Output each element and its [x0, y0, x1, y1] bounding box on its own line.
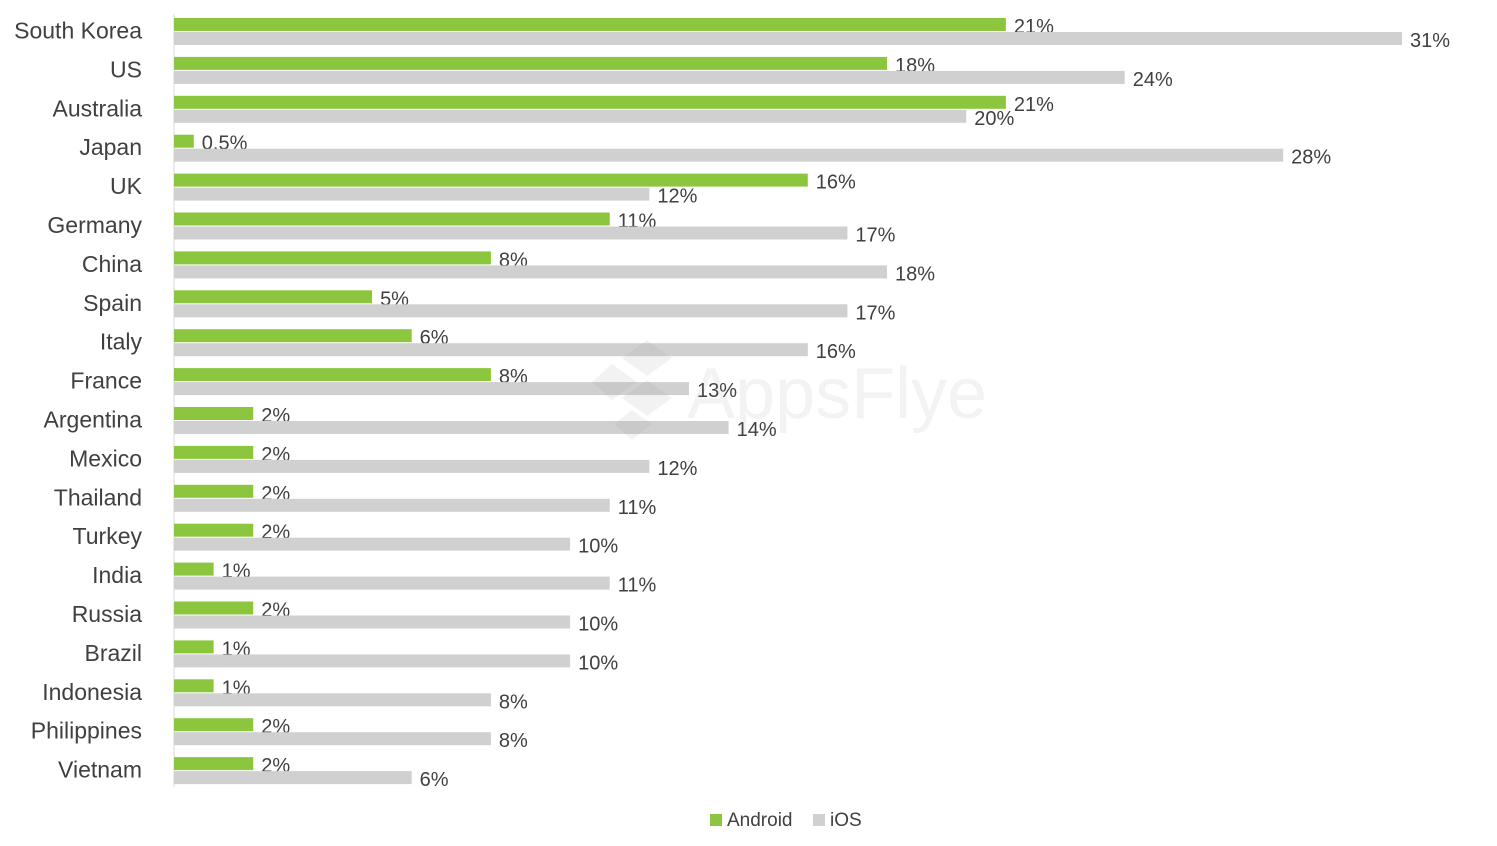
ios-data-label-france: 13%: [697, 380, 737, 402]
ios-data-label-mexico: 12%: [657, 458, 697, 480]
android-bar-australia: [174, 95, 1006, 109]
category-label-india: India: [92, 562, 142, 588]
ios-bar-russia: [174, 615, 571, 629]
ios-bar-thailand: [174, 498, 610, 512]
ios-bar-germany: [174, 226, 848, 240]
category-label-philippines: Philippines: [31, 718, 142, 744]
appsflyer-watermark: AppsFlyer: [592, 340, 992, 440]
android-bar-uk: [174, 173, 808, 187]
android-bar-germany: [174, 212, 610, 226]
category-label-brazil: Brazil: [84, 640, 142, 666]
android-bar-france: [174, 368, 491, 382]
android-bar-russia: [174, 601, 254, 615]
android-bar-indonesia: [174, 679, 214, 693]
category-label-south-korea: South Korea: [14, 18, 142, 44]
category-label-germany: Germany: [47, 212, 142, 238]
ios-data-label-indonesia: 8%: [499, 691, 528, 713]
ios-bar-japan: [174, 148, 1284, 162]
category-label-australia: Australia: [53, 95, 143, 121]
ios-bar-spain: [174, 304, 848, 318]
ios-bar-mexico: [174, 459, 650, 473]
ios-data-label-south-korea: 31%: [1410, 30, 1450, 52]
category-label-russia: Russia: [72, 601, 143, 627]
ios-data-label-spain: 17%: [855, 302, 895, 324]
ios-bar-china: [174, 265, 888, 279]
ios-bar-australia: [174, 109, 967, 123]
android-bar-china: [174, 251, 491, 265]
category-label-uk: UK: [110, 173, 143, 199]
android-bar-vietnam: [174, 757, 254, 771]
legend-label-ios: iOS: [830, 810, 862, 831]
ios-bar-brazil: [174, 654, 571, 668]
ios-bar-vietnam: [174, 771, 412, 785]
android-bar-south-korea: [174, 18, 1006, 31]
ios-data-label-china: 18%: [895, 263, 935, 285]
ios-bar-indonesia: [174, 693, 491, 707]
android-data-label-uk: 16%: [816, 172, 856, 194]
ios-data-label-thailand: 11%: [618, 497, 657, 519]
ios-data-label-japan: 28%: [1291, 147, 1331, 169]
category-label-italy: Italy: [100, 329, 143, 355]
android-bar-japan: [174, 134, 194, 148]
ios-bar-france: [174, 382, 689, 396]
ios-data-label-argentina: 14%: [737, 419, 777, 441]
legend-label-android: Android: [727, 810, 793, 831]
ios-data-label-vietnam: 6%: [420, 769, 449, 791]
watermark-text: AppsFlyer: [687, 354, 992, 434]
android-bar-italy: [174, 329, 412, 343]
android-bar-mexico: [174, 445, 254, 459]
category-label-thailand: Thailand: [54, 484, 142, 510]
ios-data-label-us: 24%: [1133, 69, 1173, 91]
android-data-label-australia: 21%: [1014, 94, 1054, 116]
category-label-china: China: [82, 251, 142, 277]
android-bar-thailand: [174, 484, 254, 498]
ios-bar-italy: [174, 343, 808, 357]
ios-bar-south-korea: [174, 32, 1402, 45]
android-bar-brazil: [174, 640, 214, 654]
category-label-turkey: Turkey: [73, 523, 143, 549]
appsflyer-logo-icon: [592, 340, 672, 440]
ios-data-label-italy: 16%: [816, 341, 856, 363]
legend: Android iOS: [710, 810, 862, 831]
ios-bar-us: [174, 70, 1125, 84]
ios-bar-uk: [174, 187, 650, 201]
category-label-indonesia: Indonesia: [42, 679, 142, 705]
ios-bar-turkey: [174, 537, 571, 551]
ios-bar-argentina: [174, 421, 729, 434]
category-label-mexico: Mexico: [69, 445, 142, 471]
category-label-us: US: [110, 56, 142, 82]
ios-data-label-australia: 20%: [974, 108, 1014, 130]
ios-data-label-russia: 10%: [578, 614, 618, 636]
android-bar-turkey: [174, 523, 254, 537]
category-label-spain: Spain: [83, 290, 142, 316]
ios-bar-philippines: [174, 732, 491, 746]
android-bar-philippines: [174, 718, 254, 732]
android-bar-india: [174, 562, 214, 576]
ios-data-label-brazil: 10%: [578, 652, 618, 674]
ios-data-label-germany: 17%: [855, 225, 895, 247]
ios-data-label-philippines: 8%: [499, 730, 528, 752]
legend-swatch-ios: [813, 814, 825, 826]
legend-swatch-android: [710, 814, 722, 826]
android-bar-spain: [174, 290, 373, 304]
category-label-vietnam: Vietnam: [58, 757, 142, 783]
android-bar-argentina: [174, 407, 254, 420]
category-label-japan: Japan: [79, 134, 142, 160]
ios-data-label-india: 11%: [618, 575, 657, 597]
android-bar-us: [174, 56, 888, 70]
category-label-france: France: [70, 368, 142, 394]
category-label-argentina: Argentina: [44, 407, 143, 433]
ios-data-label-turkey: 10%: [578, 536, 618, 558]
ios-data-label-uk: 12%: [657, 186, 697, 208]
ios-bar-india: [174, 576, 610, 590]
